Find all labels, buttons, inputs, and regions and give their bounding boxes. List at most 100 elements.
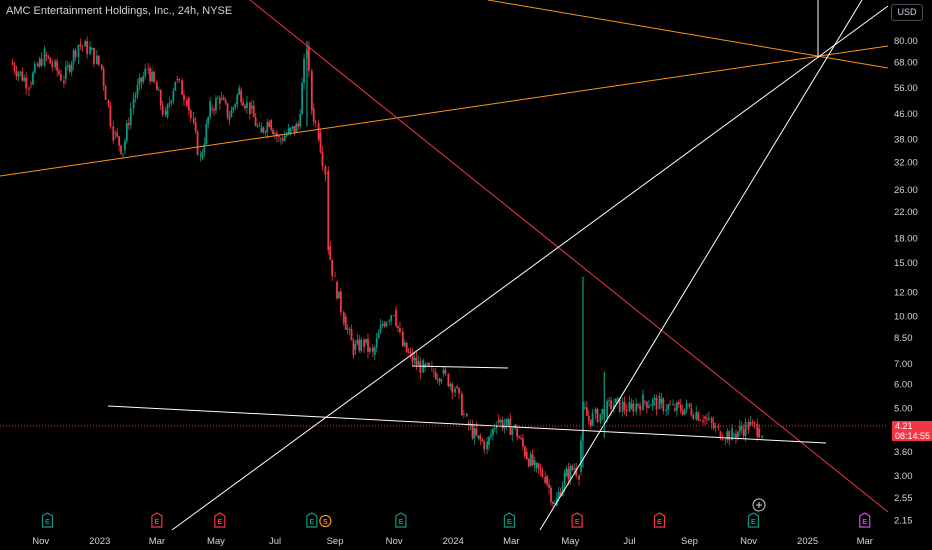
candle-body bbox=[645, 401, 648, 408]
candle-body bbox=[731, 428, 733, 441]
candle-body bbox=[438, 378, 441, 382]
candle-body bbox=[719, 431, 722, 440]
candle-body bbox=[695, 412, 698, 420]
white-support-line[interactable] bbox=[107, 405, 827, 444]
candle-body bbox=[587, 415, 590, 421]
earnings-marker[interactable]: E bbox=[41, 512, 54, 528]
candle-body bbox=[178, 78, 181, 81]
y-tick-label: 26.00 bbox=[894, 185, 918, 196]
candle-body bbox=[442, 369, 445, 374]
candle-body bbox=[168, 103, 171, 105]
y-tick-label: 12.00 bbox=[894, 287, 918, 298]
earnings-marker[interactable]: E bbox=[571, 512, 583, 528]
candle-body bbox=[373, 347, 376, 355]
candle-body bbox=[30, 83, 32, 85]
candle-body bbox=[444, 369, 447, 374]
candle-body bbox=[447, 373, 450, 387]
candle-body bbox=[213, 109, 215, 111]
candle-body bbox=[242, 102, 244, 106]
candle-body bbox=[475, 428, 478, 436]
svg-text:E: E bbox=[575, 519, 580, 526]
candle-body bbox=[248, 102, 251, 114]
candle-body bbox=[395, 310, 397, 326]
candle-body bbox=[201, 151, 204, 159]
orange-trendline-upper[interactable] bbox=[487, 0, 889, 69]
candle-body bbox=[129, 108, 132, 126]
earnings-marker[interactable]: E bbox=[747, 512, 759, 528]
candle-body bbox=[669, 404, 672, 406]
candle-body bbox=[264, 131, 267, 133]
candle-body bbox=[132, 98, 135, 109]
candle-body bbox=[456, 386, 458, 388]
earnings-marker[interactable]: E bbox=[503, 512, 515, 528]
candle-body bbox=[222, 97, 225, 100]
x-tick-label: Nov bbox=[386, 536, 403, 547]
orange-trendline-lower[interactable] bbox=[0, 45, 889, 177]
x-tick-label: Mar bbox=[857, 536, 873, 547]
candle-body bbox=[297, 124, 300, 127]
earnings-marker[interactable]: E bbox=[859, 512, 871, 528]
split-marker[interactable]: S bbox=[319, 514, 332, 528]
candle-body bbox=[234, 104, 237, 108]
candle-body bbox=[737, 431, 739, 438]
candle-body bbox=[155, 82, 158, 91]
x-tick-label: Jul bbox=[623, 536, 635, 547]
candle-body bbox=[481, 439, 484, 442]
candle-body bbox=[254, 117, 257, 127]
earnings-marker[interactable]: E bbox=[395, 512, 407, 528]
candle-body bbox=[747, 421, 750, 430]
candle-body bbox=[419, 361, 422, 373]
candle-body bbox=[33, 63, 36, 73]
white-fan-line-1[interactable] bbox=[171, 5, 889, 531]
candle-body bbox=[479, 435, 482, 440]
candle-body bbox=[672, 404, 674, 406]
earnings-marker[interactable]: E bbox=[653, 512, 666, 528]
white-horizontal-segment[interactable] bbox=[411, 365, 509, 369]
candle-body bbox=[569, 466, 572, 480]
candle-body bbox=[207, 117, 210, 124]
candle-body bbox=[726, 431, 729, 440]
candle-body bbox=[147, 68, 150, 70]
candle-body bbox=[483, 441, 486, 450]
candle-body bbox=[393, 315, 396, 317]
candle-body bbox=[454, 388, 457, 393]
candle-body bbox=[86, 41, 89, 54]
candle-body bbox=[224, 99, 227, 104]
price-axis: 80.00 68.00 56.00 46.00 38.00 32.00 26.00 22.00… bbox=[894, 36, 918, 527]
candle-body bbox=[704, 416, 706, 419]
candle-body bbox=[541, 469, 544, 477]
earnings-marker[interactable]: E bbox=[306, 512, 318, 528]
candle-body bbox=[250, 105, 253, 109]
candle-body bbox=[681, 410, 684, 415]
earnings-marker[interactable]: E bbox=[151, 512, 163, 528]
x-tick-label: 2023 bbox=[89, 536, 110, 547]
candle-body bbox=[342, 312, 345, 323]
candle-body bbox=[613, 404, 615, 410]
candle-body bbox=[628, 401, 631, 412]
white-fan-line-2[interactable] bbox=[539, 0, 863, 531]
candle-body bbox=[591, 413, 594, 426]
candle-body bbox=[45, 54, 48, 56]
candle-body bbox=[594, 408, 597, 414]
candle-body bbox=[140, 77, 143, 82]
candle-body bbox=[679, 404, 682, 411]
candle-body bbox=[635, 403, 638, 412]
candle-body bbox=[153, 71, 155, 83]
candle-body bbox=[665, 409, 668, 411]
candle-body bbox=[573, 468, 576, 471]
chart-title: AMC Entertainment Holdings, Inc., 24h, N… bbox=[6, 5, 233, 17]
candle-body bbox=[712, 422, 715, 428]
candle-body bbox=[488, 436, 490, 445]
candle-body bbox=[194, 122, 197, 132]
add-event-icon[interactable] bbox=[752, 498, 766, 512]
earnings-marker[interactable]: E bbox=[214, 512, 226, 528]
candle-body bbox=[651, 399, 654, 406]
candle-body bbox=[157, 90, 160, 91]
candle-body bbox=[644, 400, 646, 402]
candle-body bbox=[68, 65, 71, 72]
red-downtrend-line[interactable] bbox=[249, 0, 889, 513]
candle-body bbox=[205, 123, 208, 144]
currency-button[interactable]: USD bbox=[891, 4, 923, 21]
candle-body bbox=[761, 435, 764, 438]
